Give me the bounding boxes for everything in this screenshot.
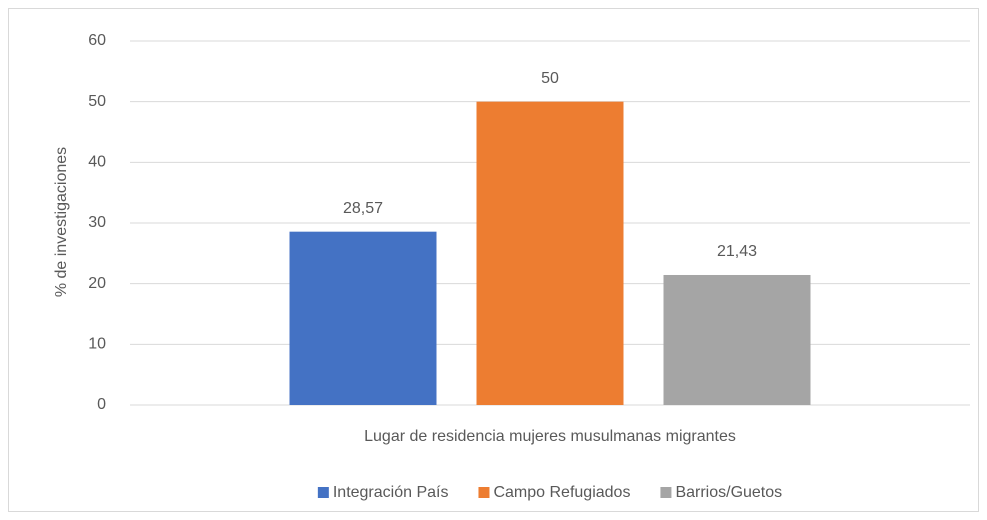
y-tick-label: 40 bbox=[88, 154, 106, 171]
y-tick-label: 30 bbox=[88, 214, 106, 231]
y-tick-label: 60 bbox=[88, 32, 106, 49]
y-axis-title: % de investigaciones bbox=[53, 147, 70, 297]
bar bbox=[289, 231, 437, 405]
legend-label: Campo Refugiados bbox=[493, 484, 630, 501]
bar bbox=[663, 274, 811, 405]
legend-swatch bbox=[660, 487, 672, 498]
data-label: 21,43 bbox=[717, 243, 757, 260]
legend-label: Integración País bbox=[333, 484, 449, 501]
data-label: 28,57 bbox=[343, 200, 383, 217]
y-tick-label: 10 bbox=[88, 336, 106, 353]
x-tick-label: Lugar de residencia mujeres musulmanas m… bbox=[364, 428, 736, 445]
y-tick-label: 0 bbox=[97, 396, 106, 413]
legend-swatch bbox=[478, 487, 490, 498]
y-tick-label: 50 bbox=[88, 93, 106, 110]
legend-label: Barrios/Guetos bbox=[675, 484, 782, 501]
data-label: 50 bbox=[541, 70, 559, 87]
legend-swatch bbox=[317, 487, 329, 498]
bar bbox=[476, 101, 624, 406]
y-tick-label: 20 bbox=[88, 275, 106, 292]
